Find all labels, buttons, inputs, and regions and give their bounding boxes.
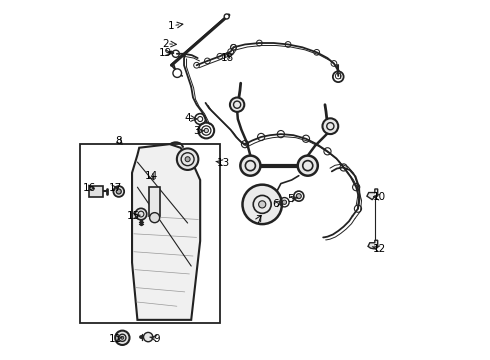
- Text: 2: 2: [162, 39, 169, 49]
- Circle shape: [298, 156, 318, 176]
- Circle shape: [116, 189, 122, 194]
- Text: 10: 10: [372, 192, 386, 202]
- Circle shape: [121, 336, 124, 339]
- Circle shape: [322, 118, 338, 134]
- Text: 12: 12: [372, 244, 386, 254]
- Circle shape: [135, 208, 147, 220]
- Circle shape: [113, 186, 124, 197]
- Circle shape: [204, 129, 208, 133]
- Text: 7: 7: [255, 215, 262, 225]
- FancyBboxPatch shape: [80, 144, 220, 323]
- Text: 3: 3: [193, 126, 200, 136]
- Circle shape: [296, 194, 301, 199]
- Text: 6: 6: [272, 199, 279, 210]
- Circle shape: [240, 156, 260, 176]
- Circle shape: [144, 332, 153, 342]
- Circle shape: [115, 330, 129, 345]
- Text: 18: 18: [220, 53, 234, 63]
- Text: 15: 15: [126, 211, 140, 221]
- Polygon shape: [132, 144, 200, 320]
- Polygon shape: [367, 189, 378, 200]
- Circle shape: [224, 14, 229, 19]
- Circle shape: [185, 157, 190, 162]
- Text: 17: 17: [109, 183, 122, 193]
- Text: 14: 14: [145, 171, 158, 181]
- Circle shape: [177, 148, 198, 170]
- Polygon shape: [368, 240, 378, 249]
- Text: 13: 13: [217, 158, 230, 168]
- Text: 4: 4: [184, 113, 191, 123]
- Text: 11: 11: [109, 333, 122, 343]
- Circle shape: [243, 185, 282, 224]
- Circle shape: [149, 213, 160, 223]
- Circle shape: [282, 200, 287, 204]
- Text: 8: 8: [116, 136, 122, 145]
- Circle shape: [230, 98, 245, 112]
- Text: 9: 9: [154, 333, 160, 343]
- Text: 19: 19: [159, 48, 172, 58]
- Bar: [149, 187, 160, 216]
- FancyBboxPatch shape: [89, 186, 103, 197]
- Circle shape: [173, 69, 181, 77]
- Text: 1: 1: [168, 21, 175, 31]
- Text: 5: 5: [287, 194, 294, 204]
- Circle shape: [259, 201, 266, 208]
- Text: 16: 16: [82, 183, 96, 193]
